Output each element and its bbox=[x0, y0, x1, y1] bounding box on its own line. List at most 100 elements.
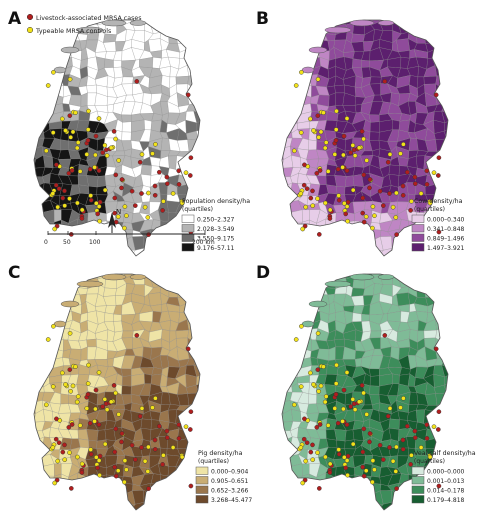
region-cell bbox=[177, 274, 187, 279]
region-cell bbox=[450, 265, 463, 274]
region-cell bbox=[157, 20, 171, 25]
region-cell bbox=[185, 255, 196, 256]
region-cell bbox=[462, 311, 473, 324]
region-cell bbox=[454, 320, 461, 332]
case-point bbox=[164, 435, 170, 441]
region-cell bbox=[302, 237, 309, 248]
control-point bbox=[291, 402, 297, 408]
region-cell bbox=[175, 21, 187, 34]
region-cell bbox=[212, 329, 226, 341]
region-cell bbox=[282, 74, 283, 87]
region-cell bbox=[291, 482, 303, 494]
region-cell bbox=[441, 285, 448, 295]
region-cell bbox=[15, 340, 27, 352]
region-cell bbox=[187, 95, 199, 105]
region-cell bbox=[282, 328, 283, 341]
region-cell bbox=[300, 283, 311, 294]
region-cell bbox=[61, 257, 71, 267]
region-cell bbox=[223, 22, 233, 32]
control-point bbox=[390, 204, 396, 210]
region-cell bbox=[468, 482, 479, 494]
case-point bbox=[348, 404, 354, 409]
control-point bbox=[62, 203, 68, 209]
case-point bbox=[308, 195, 314, 201]
region-cell bbox=[193, 428, 200, 438]
control-point bbox=[67, 450, 72, 455]
region-cell bbox=[337, 255, 345, 256]
region-cell bbox=[34, 104, 45, 114]
region-cell bbox=[175, 329, 189, 339]
region-cell bbox=[282, 38, 291, 53]
control-point bbox=[84, 152, 90, 157]
region-cell bbox=[471, 87, 479, 94]
region-cell bbox=[433, 255, 444, 256]
region-cell bbox=[396, 292, 410, 307]
region-cell bbox=[432, 31, 443, 44]
region-cell bbox=[168, 275, 179, 285]
region-cell bbox=[300, 265, 309, 276]
region-cell bbox=[262, 156, 275, 169]
region-cell bbox=[344, 490, 355, 505]
region-cell bbox=[369, 114, 380, 123]
region-cell bbox=[444, 265, 452, 277]
region-cell bbox=[289, 20, 301, 34]
control-point bbox=[183, 170, 189, 176]
region-cell bbox=[194, 293, 200, 303]
region-cell bbox=[335, 222, 347, 232]
control-point bbox=[96, 116, 102, 121]
region-cell bbox=[198, 138, 200, 149]
region-cell bbox=[221, 177, 234, 186]
region-cell bbox=[184, 294, 199, 303]
region-cell bbox=[34, 228, 46, 242]
region-cell bbox=[52, 265, 61, 276]
control-point bbox=[104, 153, 110, 158]
region-cell bbox=[221, 284, 232, 296]
region-cell bbox=[117, 239, 127, 251]
region-cell bbox=[103, 287, 117, 297]
region-cell bbox=[441, 182, 448, 195]
case-point bbox=[152, 183, 158, 189]
region-cell bbox=[282, 509, 284, 510]
legend-swatch bbox=[195, 485, 209, 494]
region-cell bbox=[452, 437, 464, 447]
region-cell bbox=[189, 437, 196, 449]
region-cell bbox=[282, 182, 293, 196]
region-cell bbox=[460, 347, 472, 359]
region-cell bbox=[469, 150, 480, 161]
region-cell bbox=[443, 47, 448, 60]
region-cell bbox=[445, 409, 448, 423]
region-cell bbox=[325, 483, 339, 494]
region-cell bbox=[282, 121, 292, 134]
region-cell bbox=[215, 339, 226, 348]
case-point bbox=[85, 392, 91, 397]
region-cell bbox=[14, 285, 25, 293]
region-cell bbox=[60, 393, 69, 405]
region-cell bbox=[326, 264, 337, 276]
region-cell bbox=[282, 228, 294, 242]
control-point bbox=[88, 193, 94, 198]
region-cell bbox=[282, 212, 292, 223]
control-point bbox=[350, 142, 356, 148]
region-cell bbox=[24, 322, 34, 330]
region-cell bbox=[460, 93, 472, 105]
region-cell bbox=[34, 293, 36, 307]
case-point bbox=[97, 199, 103, 205]
legend-title: Pig density/ha bbox=[198, 450, 243, 457]
region-cell bbox=[262, 410, 275, 423]
region-cell bbox=[185, 448, 196, 456]
region-cell bbox=[195, 274, 200, 276]
control-point bbox=[146, 190, 151, 196]
region-cell bbox=[416, 29, 426, 44]
case-point bbox=[66, 170, 72, 176]
region-cell bbox=[351, 287, 365, 297]
region-cell bbox=[67, 274, 81, 280]
region-cell bbox=[282, 445, 291, 459]
region-cell bbox=[462, 57, 473, 70]
region-cell bbox=[471, 305, 480, 313]
control-point bbox=[394, 190, 399, 196]
case-point bbox=[60, 449, 66, 455]
region-cell bbox=[454, 311, 463, 321]
region-cell bbox=[469, 404, 480, 415]
case-point bbox=[380, 203, 386, 208]
control-point bbox=[68, 134, 74, 140]
